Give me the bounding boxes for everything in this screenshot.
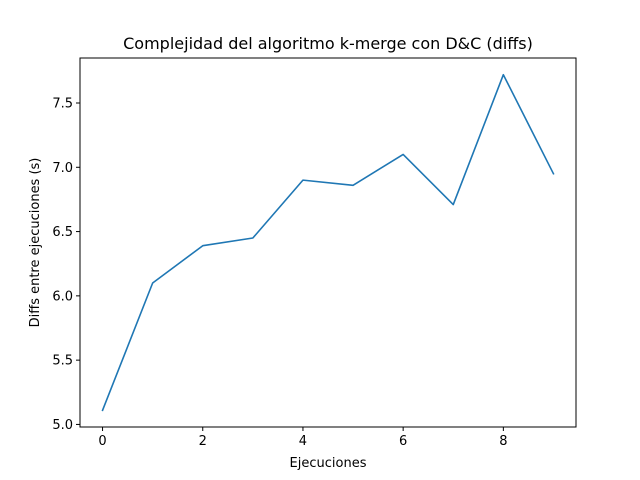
y-tick-label: 5.0 (52, 418, 73, 433)
series-layer (101, 73, 555, 412)
plot-frame (79, 57, 577, 428)
x-tick-label: 2 (199, 434, 207, 449)
x-axis-label: Ejecuciones (290, 456, 367, 471)
y-tick-label: 6.5 (52, 225, 73, 240)
x-tick-label: 8 (499, 434, 507, 449)
y-tick-label: 6.0 (52, 289, 73, 304)
y-axis-label: Diffs entre ejecuciones (s) (28, 158, 43, 328)
x-axis-ticks: 0 2 4 6 8 (98, 427, 507, 449)
y-tick-label: 7.5 (52, 97, 73, 112)
y-tick-label: 7.0 (52, 161, 73, 176)
series-line (101, 73, 555, 412)
x-tick-label: 4 (299, 434, 307, 449)
y-tick-label: 5.5 (52, 354, 73, 369)
plot-area (80, 58, 576, 427)
chart-title: Complejidad del algoritmo k-merge con D&… (123, 34, 533, 53)
y-axis-ticks: 5.0 5.5 6.0 6.5 7.0 7.5 (52, 97, 80, 433)
x-tick-label: 0 (98, 434, 106, 449)
x-tick-label: 6 (399, 434, 407, 449)
